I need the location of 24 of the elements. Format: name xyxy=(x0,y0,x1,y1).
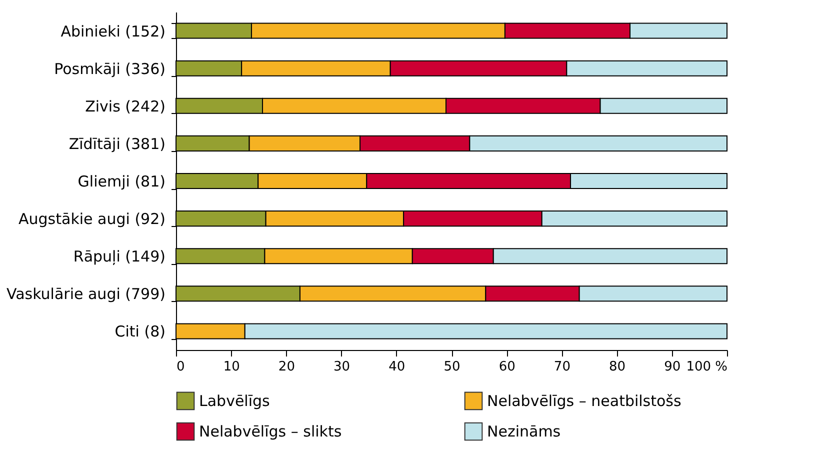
x-tick-label: 90 xyxy=(664,360,681,374)
x-tick-label: 80 xyxy=(609,360,626,374)
x-tick-label: 60 xyxy=(498,360,516,374)
x-tick-label: 100 % xyxy=(686,360,728,374)
x-tick-label: 20 xyxy=(278,360,295,374)
y-tick-label: Posmkāji (336) xyxy=(54,60,166,78)
legend-label: Nelabvēlīgs – slikts xyxy=(199,422,342,440)
y-tick-label: Augstākie augi (92) xyxy=(18,210,166,228)
legend-label: Nelabvēlīgs – neatbilstošs xyxy=(487,392,682,410)
x-tick-label: 30 xyxy=(334,360,350,374)
y-tick-label: Zīdītāji (381) xyxy=(68,134,166,153)
x-tick-label: 40 xyxy=(388,360,406,374)
x-tick-label: 50 xyxy=(444,360,460,374)
y-tick-label: Vaskulārie augi (799) xyxy=(6,285,166,304)
y-tick-label: Abinieki (152) xyxy=(60,22,166,40)
y-tick-label: Citi (8) xyxy=(114,322,166,341)
y-tick-label: Gliemji (81) xyxy=(78,172,166,190)
legend-label: Labvēlīgs xyxy=(199,392,270,410)
x-tick-label: 70 xyxy=(554,360,570,374)
y-tick-label: Rāpuļi (149) xyxy=(73,248,166,266)
x-tick-label: 10 xyxy=(223,360,240,374)
y-tick-label: Zivis (242) xyxy=(85,97,166,116)
legend-label: Nezināms xyxy=(487,422,561,440)
x-tick-label: 0 xyxy=(176,360,185,374)
